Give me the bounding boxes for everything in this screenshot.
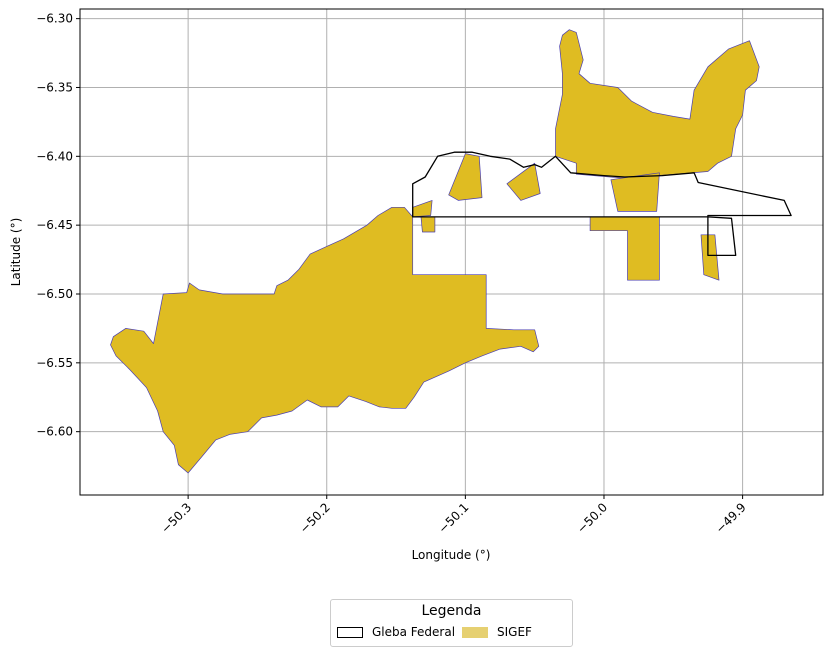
legend: Legenda Gleba Federal SIGEF (330, 599, 573, 647)
x-tick-label-2: −50.1 (436, 500, 472, 536)
y-tick-label-1: −6.35 (36, 80, 73, 94)
gleba-boundary-0 (412, 151, 792, 257)
sigef-parcel-6 (420, 216, 436, 233)
sigef-parcel-4 (448, 153, 483, 201)
legend-swatch-sigef (462, 626, 488, 638)
legend-item-sigef: SIGEF (462, 625, 532, 639)
x-tick-label-1: −50.2 (297, 500, 333, 536)
y-tick-label-3: −6.45 (36, 218, 73, 232)
legend-title: Legenda (421, 603, 482, 619)
x-tick-label-0: −50.3 (158, 500, 194, 536)
y-tick-label-2: −6.40 (36, 149, 73, 163)
legend-label-gleba: Gleba Federal (372, 625, 456, 639)
sigef-parcel-8 (610, 172, 660, 212)
plot-frame (79, 8, 824, 496)
y-tick-label-6: −6.60 (36, 425, 73, 439)
x-tick-label-4: −49.9 (713, 500, 749, 536)
sigef-parcel-2 (589, 216, 660, 281)
layer-sigef (110, 29, 760, 474)
x-tick-label-3: −50.0 (574, 500, 610, 536)
y-axis-ticks: −6.30 −6.35 −6.40 −6.45 −6.50 −6.55 −6.60 (36, 12, 80, 439)
sigef-parcel-7 (506, 162, 541, 201)
sigef-parcel-0 (110, 206, 540, 474)
sigef-parcel-3 (700, 234, 720, 281)
legend-swatch-gleba (337, 626, 363, 638)
y-tick-label-5: −6.55 (36, 356, 73, 370)
y-tick-label-4: −6.50 (36, 287, 73, 301)
legend-label-sigef: SIGEF (497, 625, 532, 639)
x-axis-label: Longitude (°) (412, 548, 491, 562)
sigef-parcel-1 (555, 29, 760, 179)
layer-gleba-federal (412, 151, 792, 257)
y-tick-label-0: −6.30 (36, 12, 73, 26)
map-layers (110, 29, 792, 474)
x-axis-ticks: −50.3 −50.2 −50.1 −50.0 −49.9 (158, 495, 749, 536)
sigef-parcel-5 (412, 200, 433, 218)
legend-item-gleba: Gleba Federal (337, 625, 455, 639)
y-axis-label: Latitude (°) (9, 218, 23, 287)
